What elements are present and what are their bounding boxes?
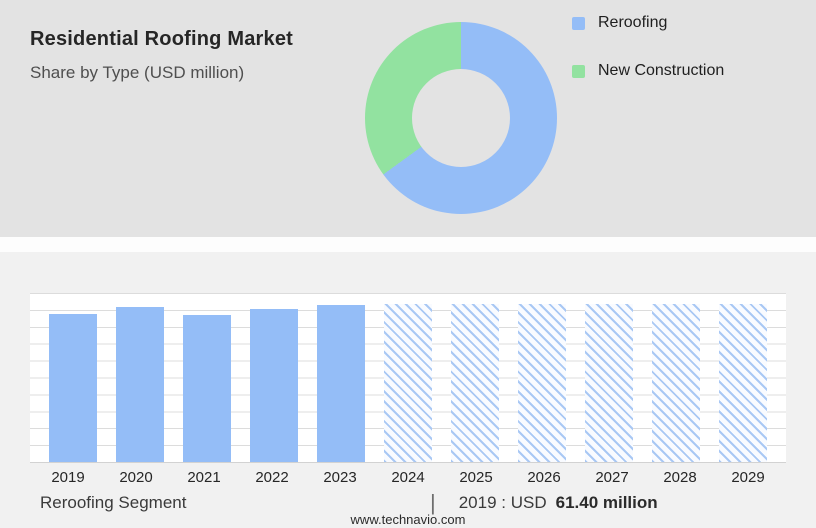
- legend-label-new-construction: New Construction: [598, 62, 725, 79]
- x-label-2025: 2025: [459, 469, 493, 486]
- x-label-2021: 2021: [187, 469, 221, 486]
- legend-swatch-reroofing: [572, 16, 585, 30]
- x-label-2029: 2029: [731, 469, 765, 486]
- title-block: Residential Roofing Market Share by Type…: [30, 28, 293, 83]
- legend-item-reroofing: Reroofing: [572, 14, 724, 32]
- legend-item-new-construction: New Construction: [572, 62, 724, 80]
- website-text: www.technavio.com: [350, 512, 466, 527]
- bar-historical-2021: [183, 314, 231, 462]
- value-bold: 61.40 million: [555, 493, 658, 512]
- bar-chart-plot: [30, 293, 786, 463]
- bar-forecast-2027: [585, 303, 633, 462]
- caption-row: Reroofing Segment | 2019 : USD 61.40 mil…: [40, 490, 776, 515]
- x-label-2028: 2028: [663, 469, 697, 486]
- bar-historical-2019: [49, 313, 97, 462]
- bar-historical-2022: [250, 308, 298, 462]
- bar-forecast-2029: [719, 303, 767, 462]
- x-label-2022: 2022: [255, 469, 289, 486]
- x-axis-labels: 2019 2020 2021 2022 2023 2024 2025 2026 2027 2028…: [30, 469, 786, 486]
- section-divider: [0, 237, 816, 252]
- legend-label-reroofing: Reroofing: [598, 14, 668, 31]
- donut-hole: [412, 69, 510, 167]
- x-label-2019: 2019: [51, 469, 85, 486]
- bar-chart-section: 2019 2020 2021 2022 2023 2024 2025 2026 2027 2028…: [0, 252, 816, 528]
- page-subtitle: Share by Type (USD million): [30, 63, 245, 82]
- value-group: | 2019 : USD 61.40 million: [430, 490, 658, 515]
- bar-forecast-2026: [518, 303, 566, 462]
- donut-chart: [365, 22, 557, 214]
- bar-forecast-2024: [384, 303, 432, 462]
- x-label-2020: 2020: [119, 469, 153, 486]
- bar-forecast-2028: [652, 303, 700, 462]
- page-title: Residential Roofing Market: [30, 28, 294, 50]
- bar-forecast-2025: [451, 303, 499, 462]
- x-label-2027: 2027: [595, 469, 629, 486]
- x-label-2026: 2026: [527, 469, 561, 486]
- header-section: Residential Roofing Market Share by Type…: [0, 0, 816, 237]
- bars: [30, 293, 786, 462]
- legend: Reroofing New Construction: [572, 14, 724, 80]
- segment-label: Reroofing Segment: [40, 493, 187, 512]
- value-prefix: 2019 : USD: [458, 493, 547, 512]
- legend-swatch-new-construction: [572, 64, 585, 78]
- separator: |: [430, 490, 436, 515]
- x-label-2023: 2023: [323, 469, 357, 486]
- bar-historical-2020: [116, 307, 164, 462]
- x-label-2024: 2024: [391, 469, 425, 486]
- bar-historical-2023: [317, 304, 365, 462]
